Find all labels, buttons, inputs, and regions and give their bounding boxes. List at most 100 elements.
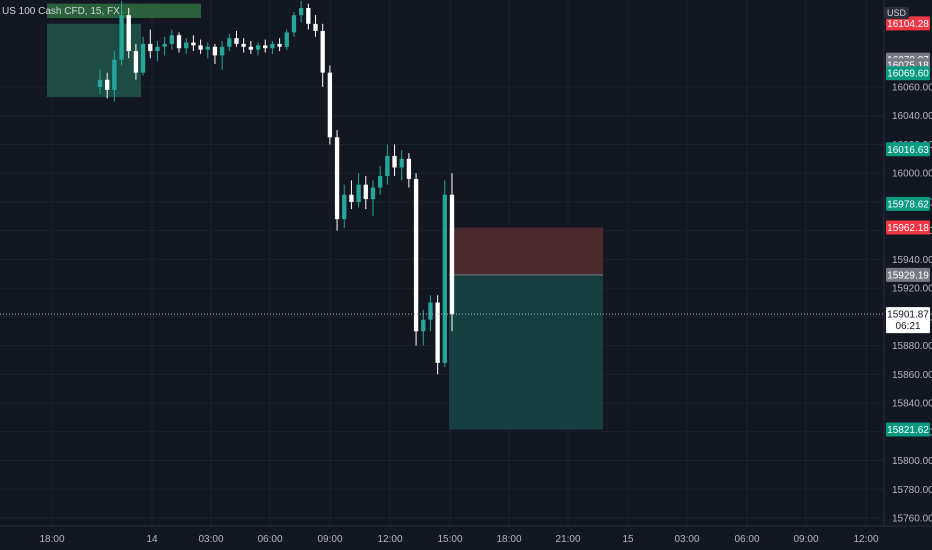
price-tick-label: 15940.00	[892, 255, 932, 266]
price-badge-text: 16016.63	[887, 145, 929, 156]
candle-body	[413, 178, 419, 332]
current-price-text: 15901.87	[887, 310, 929, 321]
price-badge-green[interactable]: 15821.62	[886, 422, 930, 437]
symbol-title[interactable]: US 100 Cash CFD, 15, FX	[2, 6, 120, 17]
candle-body	[270, 43, 275, 49]
candle-body	[212, 46, 218, 56]
candle-body	[263, 45, 268, 49]
time-tick-label: 15	[622, 534, 634, 545]
current-price-badge-bg	[886, 307, 930, 334]
price-badge-text: 15821.62	[887, 425, 929, 436]
candle-body	[234, 38, 239, 44]
candle-body	[155, 46, 160, 52]
candle-body	[191, 42, 196, 46]
candle-body	[277, 43, 282, 47]
time-axis[interactable]: 18:00 14 03:00 06:00 09:00 12:00 15:00 18:00 21:…	[0, 525, 932, 545]
candle-body	[428, 302, 433, 320]
price-tick-label: 16040.00	[892, 111, 932, 122]
price-badge-green[interactable]: 15978.62	[886, 196, 930, 211]
candle-body	[399, 158, 404, 168]
candle-body	[406, 158, 412, 179]
time-tick-label: 15:00	[437, 534, 462, 545]
candle-body	[219, 46, 225, 56]
candle-body	[205, 46, 210, 50]
candle-body	[370, 187, 376, 200]
price-badge-text: 15929.19	[887, 270, 929, 281]
candle-body	[342, 194, 347, 220]
price-badge-text: 15978.62	[887, 199, 929, 210]
candle-body	[442, 194, 447, 363]
candle-body	[176, 35, 182, 49]
candles-layer	[97, 0, 455, 375]
candle-body	[327, 72, 333, 138]
price-tick-label: 15880.00	[892, 341, 932, 352]
price-badge-bg	[886, 16, 930, 31]
candle-body	[313, 23, 318, 31]
price-tick-label: 16060.00	[892, 83, 932, 94]
price-tick-label: 15860.00	[892, 370, 932, 381]
price-badge-bg	[886, 196, 930, 211]
candle-body	[421, 319, 426, 332]
time-tick-label: 14	[146, 534, 158, 545]
candle-body	[306, 7, 311, 24]
candle-body	[435, 302, 440, 363]
price-badge-green[interactable]: 16069.60	[886, 66, 930, 81]
time-tick-label: 09:00	[793, 534, 818, 545]
price-tick-label: 15780.00	[892, 485, 932, 496]
candle-body	[320, 30, 325, 73]
time-tick-label: 03:00	[674, 534, 699, 545]
position-zones[interactable]	[47, 3, 603, 430]
candle-body	[105, 79, 110, 90]
time-tick-label: 12:00	[853, 534, 878, 545]
candle-body	[227, 38, 232, 47]
candle-body	[148, 43, 153, 52]
candle-body	[255, 45, 261, 50]
candle-body	[291, 15, 297, 33]
candle-body	[126, 15, 131, 52]
history-marker[interactable]	[47, 3, 201, 19]
price-badge-text: 16104.28	[887, 19, 929, 30]
candle-body	[97, 79, 103, 87]
price-badge-green[interactable]: 16016.63	[886, 142, 930, 157]
candle-body	[298, 7, 304, 16]
price-badge-red[interactable]: 15962.18	[886, 220, 930, 235]
price-badge-text: 15962.18	[887, 223, 929, 234]
price-tick-label: 15800.00	[892, 456, 932, 467]
candle-body	[334, 137, 340, 220]
candle-body	[162, 43, 167, 47]
price-badge-bg	[886, 66, 930, 81]
price-badge-gray[interactable]: 15929.19	[886, 267, 930, 282]
candle-body	[385, 155, 390, 177]
candle-body	[378, 176, 383, 188]
currency-badge[interactable]: USD	[884, 7, 910, 19]
take-profit-zone[interactable]	[449, 274, 603, 430]
candle-body	[449, 194, 455, 315]
price-axis[interactable]: 15760.0015780.0015800.0015820.0015840.00…	[883, 0, 932, 550]
price-badge-red[interactable]: 16104.28	[886, 16, 930, 31]
price-tick-label: 15920.00	[892, 284, 932, 295]
candle-body	[356, 184, 361, 202]
time-tick-label: 06:00	[257, 534, 282, 545]
candle-body	[241, 43, 246, 47]
time-tick-label: 12:00	[377, 534, 402, 545]
history-zone[interactable]	[47, 23, 141, 98]
time-tick-label: 09:00	[317, 534, 342, 545]
time-tick-label: 18:00	[496, 534, 521, 545]
candle-body	[363, 184, 368, 200]
time-tick-label: 06:00	[734, 534, 759, 545]
candle-body	[119, 15, 124, 60]
candle-body	[349, 194, 354, 202]
time-tick-label: 18:00	[39, 534, 64, 545]
price-tick-label: 16000.00	[892, 169, 932, 180]
candle-body	[248, 46, 254, 50]
time-tick-label: 03:00	[198, 534, 223, 545]
time-tick-label: 21:00	[555, 534, 580, 545]
candle-body	[133, 51, 139, 73]
countdown-text: 06:21	[895, 321, 920, 332]
price-badge-bg	[886, 220, 930, 235]
price-badge-bg	[886, 422, 930, 437]
candle-body	[169, 35, 174, 44]
stop-loss-zone[interactable]	[449, 227, 603, 275]
